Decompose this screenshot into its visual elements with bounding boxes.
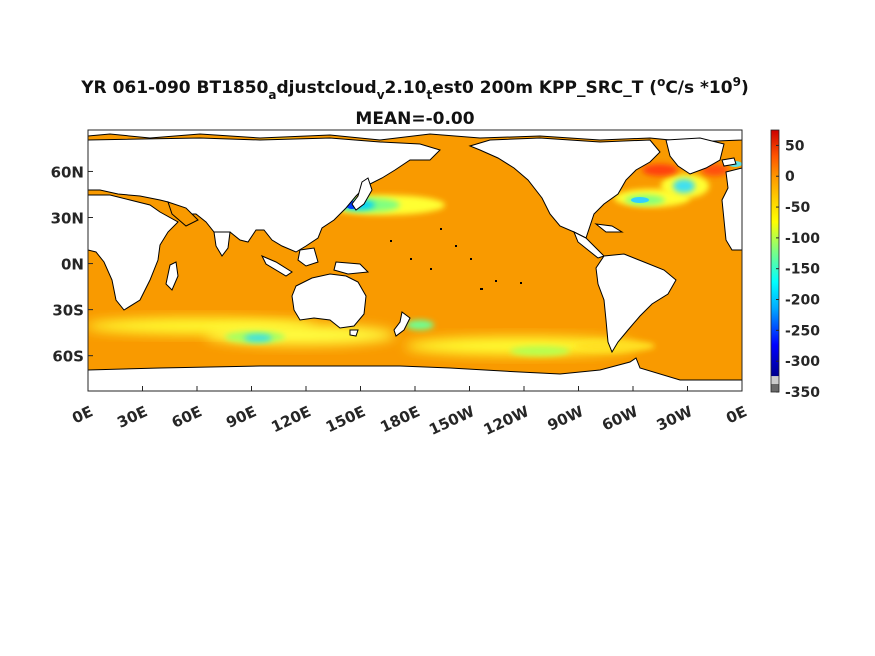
land-iceland bbox=[721, 157, 737, 167]
x-tick-label: 30E bbox=[114, 402, 150, 431]
land-antarctica bbox=[88, 357, 742, 391]
land-north-america bbox=[468, 137, 661, 239]
y-tick-label: 60S bbox=[52, 348, 84, 366]
chart-title: YR 061-090 BT1850adjustcloudv2.10test0 2… bbox=[80, 75, 748, 102]
sea-arabian bbox=[167, 201, 199, 227]
chart-subtitle: MEAN=-0.00 bbox=[355, 109, 474, 129]
y-tick-label: 30S bbox=[52, 302, 84, 320]
x-tick-label: 60W bbox=[599, 402, 641, 434]
land-western-europe bbox=[721, 167, 742, 251]
new-zealand-green bbox=[406, 320, 434, 330]
x-tick-label: 90W bbox=[545, 402, 587, 434]
x-tick-label: 0E bbox=[69, 402, 95, 427]
colorbar-tick-label: 0 bbox=[785, 169, 795, 185]
land-india bbox=[213, 231, 231, 257]
x-tick-label: 60E bbox=[169, 402, 205, 431]
x-tick-label: 120E bbox=[268, 402, 313, 436]
colorbar-tick-label: -350 bbox=[785, 385, 820, 401]
colorbar-bar bbox=[770, 129, 780, 393]
colorbar-tick-label: 50 bbox=[785, 138, 805, 154]
labrador-red bbox=[642, 164, 678, 176]
pacific-islands bbox=[390, 228, 522, 290]
map-plot-area bbox=[88, 130, 742, 391]
x-tick-label: 30W bbox=[654, 402, 696, 434]
x-tick-label: 150E bbox=[323, 402, 368, 436]
x-tick-label: 90E bbox=[223, 402, 259, 431]
y-tick-label: 60N bbox=[51, 163, 84, 181]
land-new-zealand bbox=[393, 311, 411, 337]
colorbar-tick-label: -100 bbox=[785, 231, 820, 247]
southern-indian-cyan bbox=[244, 334, 272, 342]
colorbar-tick-label: -200 bbox=[785, 293, 820, 309]
land-africa bbox=[88, 194, 179, 311]
land-indonesia-sumatra bbox=[260, 255, 293, 277]
x-tick-label: 120W bbox=[481, 402, 532, 439]
colorbar: 50 0 -50 -100 -150 -200 -250 -300 -350 bbox=[770, 129, 820, 401]
land-japan bbox=[351, 177, 373, 211]
colorbar-tick-label: -150 bbox=[785, 262, 820, 278]
land-tasmania bbox=[349, 329, 359, 337]
land-masses bbox=[88, 130, 742, 391]
land-madagascar bbox=[165, 261, 179, 291]
land-central-america bbox=[573, 230, 605, 259]
north-atlantic-cyan bbox=[673, 179, 695, 193]
southern-ocean-band-pacific bbox=[405, 337, 635, 355]
y-tick-label: 0N bbox=[61, 256, 84, 274]
x-tick-label: 180E bbox=[377, 402, 422, 436]
x-tick-label: 150W bbox=[426, 402, 477, 439]
land-indonesia-borneo bbox=[297, 247, 319, 267]
colorbar-ticks: 50 0 -50 -100 -150 -200 -250 -300 -350 bbox=[776, 138, 820, 401]
y-tick-label: 30N bbox=[51, 210, 84, 228]
land-new-guinea bbox=[333, 261, 370, 275]
land-australia bbox=[291, 273, 367, 329]
land-south-america bbox=[595, 253, 677, 354]
colorbar-tick-label: -250 bbox=[785, 323, 820, 339]
y-axis-ticks: 60N 30N 0N 30S 60S bbox=[51, 163, 93, 366]
land-cuba bbox=[594, 223, 624, 233]
acc-pacific-green bbox=[510, 346, 570, 356]
x-tick-label: 0E bbox=[723, 402, 749, 427]
gulf-stream-cyan bbox=[631, 197, 649, 203]
land-greenland bbox=[665, 137, 725, 175]
colorbar-tick-label: -50 bbox=[785, 200, 811, 216]
colorbar-tick-label: -300 bbox=[785, 354, 820, 370]
x-axis-ticks: 0E 30E 60E 90E 120E 150E 180E 150W 120W 90W 60W 30W… bbox=[69, 386, 750, 439]
